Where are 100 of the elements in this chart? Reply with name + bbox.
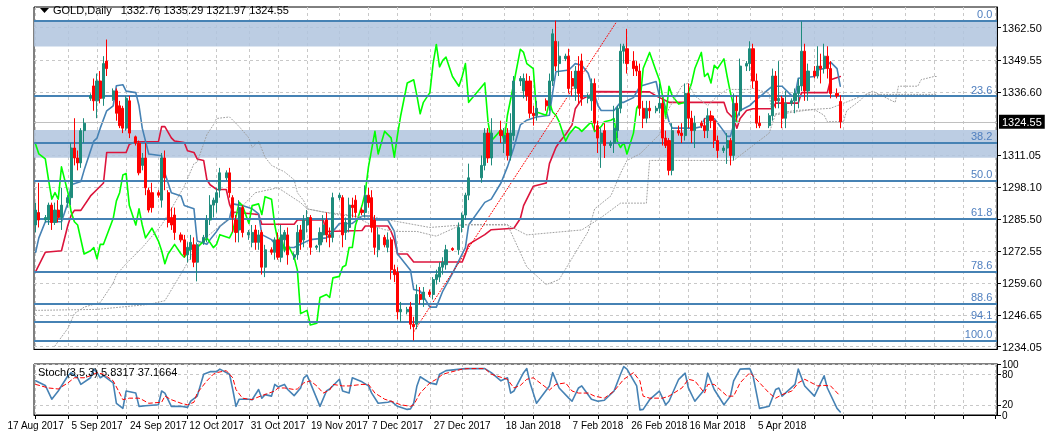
candlestick: [47, 202, 50, 226]
candlestick: [241, 204, 244, 238]
annotation: 50.0: [970, 168, 993, 181]
x-tick-label: 7 Feb 2018: [572, 419, 624, 431]
candlestick: [377, 226, 380, 258]
y-tick-label: 20: [1002, 399, 1014, 411]
candlestick: [137, 140, 141, 176]
candlestick: [121, 105, 124, 134]
candlestick: [92, 78, 95, 112]
candlestick: [192, 236, 196, 268]
candlestick: [735, 95, 738, 122]
candlestick: [34, 202, 37, 233]
candlestick: [60, 187, 63, 231]
candlestick: [173, 207, 176, 241]
candlestick: [819, 53, 822, 84]
candlestick: [264, 244, 267, 278]
candlestick: [506, 127, 509, 161]
y-tick-label: 1285.50: [1002, 212, 1042, 225]
x-tick-label: 7 Dec 2017: [371, 419, 424, 431]
y-tick-label: 1272.55: [1002, 244, 1042, 257]
candlestick: [163, 150, 166, 191]
y-tick-label: 0: [1002, 409, 1008, 421]
candlestick: [564, 53, 567, 62]
candlestick: [490, 117, 493, 166]
candlestick: [803, 43, 806, 102]
x-tick-label: 16 Mar 2018: [689, 419, 746, 431]
ref-line-label: 1324.55: [1002, 115, 1042, 128]
candlestick: [354, 194, 357, 219]
candlestick: [302, 214, 305, 248]
candlestick: [196, 241, 199, 282]
x-tick-label: 12 Oct 2017: [189, 419, 245, 431]
line-series: [35, 368, 841, 407]
candlestick: [577, 55, 580, 104]
candlestick: [364, 184, 367, 219]
candlestick: [545, 97, 548, 112]
candlestick: [774, 70, 777, 109]
y-tick-label: 1298.10: [1002, 181, 1042, 194]
candlestick: [331, 192, 334, 243]
candlestick: [273, 236, 276, 261]
candlestick: [341, 194, 344, 248]
annotation: 78.6: [970, 259, 993, 272]
candlestick: [590, 78, 593, 112]
candlestick: [645, 100, 648, 124]
candlestick: [781, 95, 784, 129]
candlestick: [703, 117, 706, 139]
candlestick: [813, 65, 816, 79]
candlestick: [729, 137, 732, 166]
candlestick: [684, 82, 687, 142]
candlestick: [732, 92, 735, 161]
candlestick: [706, 107, 709, 139]
y-tick-label: 1336.60: [1002, 85, 1042, 98]
line-series: [34, 75, 842, 273]
candlestick: [260, 229, 263, 276]
y-tick-label: 1311.05: [1002, 149, 1041, 162]
candlestick: [296, 224, 299, 261]
candlestick: [613, 105, 616, 154]
candlestick: [567, 48, 570, 94]
y-tick-label: 1349.55: [1002, 53, 1042, 66]
candlestick: [693, 115, 696, 149]
candlestick: [189, 234, 192, 261]
candlestick: [671, 122, 674, 176]
candlestick: [99, 70, 102, 104]
candlestick: [661, 97, 664, 147]
candlestick: [225, 169, 228, 181]
candlestick: [777, 60, 780, 109]
x-tick-label: 19 Nov 2017: [311, 419, 369, 431]
candlestick: [499, 120, 503, 144]
candlestick: [254, 224, 257, 251]
candlestick: [386, 231, 389, 253]
candlestick: [784, 90, 787, 129]
candlestick: [89, 92, 92, 102]
annotation: 38.2: [970, 130, 993, 143]
x-tick-label: 5 Sep 2017: [71, 419, 124, 431]
line-series: [34, 365, 842, 413]
candlestick: [95, 73, 99, 119]
candlestick: [632, 50, 635, 77]
candlestick: [160, 152, 163, 209]
candlestick: [558, 40, 561, 77]
candlestick: [128, 95, 131, 139]
x-tick-label: 5 Apr 2018: [757, 419, 807, 431]
candlestick: [739, 58, 742, 117]
x-tick-label: 27 Dec 2017: [433, 419, 491, 431]
x-tick-label: 18 Jan 2018: [505, 419, 562, 431]
candlestick: [157, 189, 160, 199]
candlestick: [574, 65, 577, 102]
candlestick: [141, 152, 144, 171]
candlestick: [680, 122, 683, 144]
candlestick: [438, 261, 441, 283]
chart-title: GOLD,Daily: [53, 3, 113, 16]
candlestick: [125, 95, 128, 132]
annotation: 61.8: [970, 205, 993, 218]
candlestick: [37, 182, 40, 228]
candlestick: [415, 284, 418, 330]
annotation: 23.6: [970, 83, 993, 96]
candlestick: [522, 73, 525, 99]
candlestick: [105, 39, 108, 77]
candlestick: [406, 306, 409, 315]
chart-subtitle: 1332.76 1335.29 1321.97 1324.55: [120, 3, 289, 16]
y-tick-label: 100: [1002, 358, 1020, 370]
candlestick: [50, 202, 53, 231]
